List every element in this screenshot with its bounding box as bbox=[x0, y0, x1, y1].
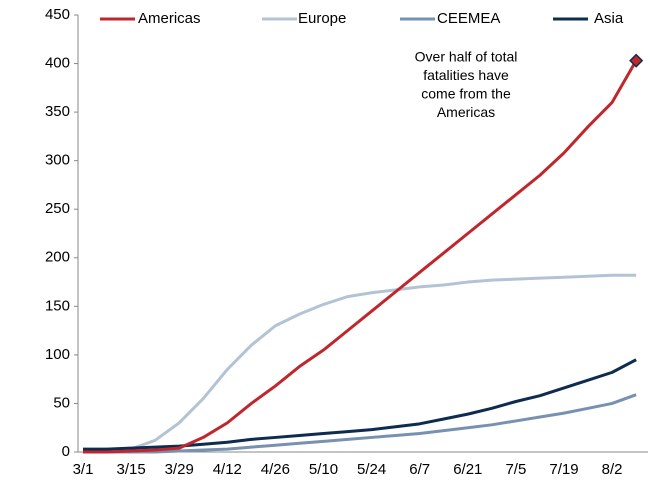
x-tick-label: 5/10 bbox=[309, 461, 338, 478]
y-tick-label: 350 bbox=[45, 103, 70, 120]
legend-label: Americas bbox=[138, 10, 201, 27]
series-line bbox=[83, 358, 637, 451]
y-tick-label: 250 bbox=[45, 200, 70, 217]
x-tick-label: 6/21 bbox=[453, 461, 482, 478]
x-tick-label: 3/15 bbox=[116, 461, 145, 478]
annotation: Over half of total bbox=[415, 49, 518, 65]
x-tick-label: 3/29 bbox=[165, 461, 194, 478]
annotation: Americas bbox=[437, 104, 495, 120]
x-tick-label: 7/5 bbox=[505, 461, 526, 478]
end-marker bbox=[629, 53, 644, 68]
x-tick-label: 4/12 bbox=[213, 461, 242, 478]
series-line bbox=[82, 273, 637, 454]
x-tick-label: 7/19 bbox=[549, 461, 578, 478]
x-tick-label: 8/2 bbox=[602, 461, 623, 478]
x-tick-label: 5/24 bbox=[357, 461, 386, 478]
series-line bbox=[83, 393, 637, 454]
x-tick-label: 4/26 bbox=[261, 461, 290, 478]
y-tick-label: 400 bbox=[45, 55, 70, 72]
y-tick-label: 200 bbox=[45, 249, 70, 266]
y-tick-label: 150 bbox=[45, 297, 70, 314]
y-tick-label: 300 bbox=[45, 152, 70, 169]
legend-label: CEEMEA bbox=[437, 10, 500, 27]
legend-label: Europe bbox=[298, 10, 346, 27]
y-tick-label: 450 bbox=[45, 6, 70, 23]
y-tick-label: 100 bbox=[45, 346, 70, 363]
legend-label: Asia bbox=[594, 10, 624, 27]
x-tick-label: 6/7 bbox=[409, 461, 430, 478]
series-line bbox=[83, 59, 638, 454]
y-tick-label: 50 bbox=[53, 394, 70, 411]
x-tick-label: 3/1 bbox=[73, 461, 94, 478]
annotation: come from the bbox=[421, 86, 511, 102]
annotation: fatalities have bbox=[423, 67, 509, 83]
y-tick-label: 0 bbox=[62, 443, 70, 460]
